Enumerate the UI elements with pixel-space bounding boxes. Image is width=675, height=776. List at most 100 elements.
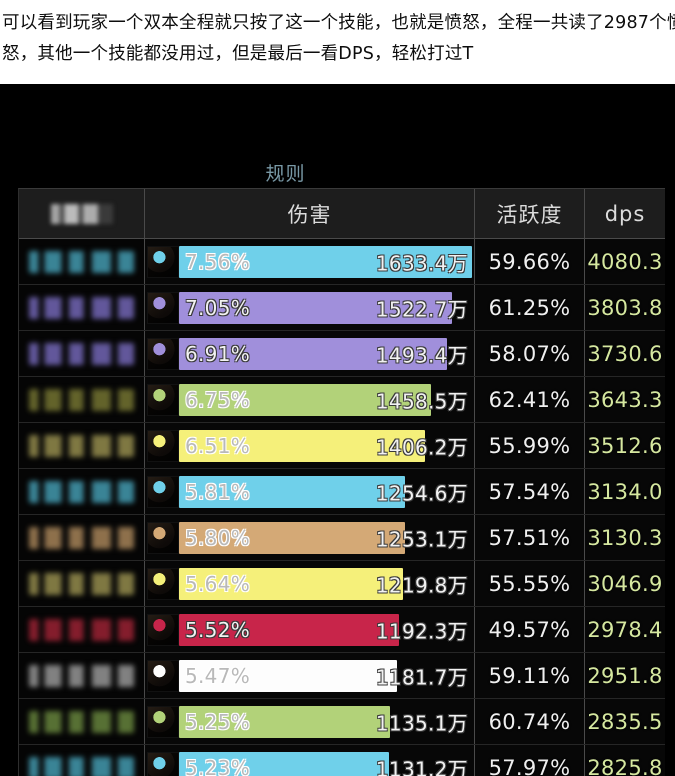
censored-player-name <box>29 250 134 273</box>
cell-damage[interactable]: 5.25% 1135.1万 <box>145 699 475 744</box>
column-header-damage[interactable]: 伤害 <box>145 189 475 238</box>
damage-percent-label: 6.75% <box>185 387 251 412</box>
cell-player-name[interactable] <box>19 469 145 514</box>
column-header-activity[interactable]: 活跃度 <box>475 189 585 238</box>
cell-dps[interactable]: 3134.0 <box>587 479 663 504</box>
damage-bar <box>179 245 472 278</box>
starfire-icon <box>147 475 179 508</box>
cell-damage[interactable]: 7.56% 1633.4万 <box>145 239 475 284</box>
censored-player-name <box>29 710 134 733</box>
damage-bar-wrapper: 5.64% 1219.8万 <box>179 567 472 600</box>
damage-bar-wrapper: 7.56% 1633.4万 <box>179 245 472 278</box>
censored-player-name <box>29 342 134 365</box>
cell-activity[interactable]: 62.41% <box>475 377 585 422</box>
serpent-icon <box>147 705 179 738</box>
cell-damage[interactable]: 6.51% 1406.2万 <box>145 423 475 468</box>
damage-amount-label: 1181.7万 <box>375 665 468 689</box>
cell-player-name[interactable] <box>19 285 145 330</box>
cell-damage[interactable]: 7.05% 1522.7万 <box>145 285 475 330</box>
cell-player-name[interactable] <box>19 331 145 376</box>
article-line-1: 可以看到玩家一个双本全程就只按了这一个技能，也就是愤怒，全程一共读了2987个愤 <box>2 13 675 33</box>
cell-player-name[interactable] <box>19 377 145 422</box>
table-row[interactable]: 5.47% 1181.7万 59.11% 2951.8 <box>19 653 665 699</box>
cell-dps[interactable]: 2978.4 <box>587 617 663 642</box>
table-row[interactable]: 6.75% 1458.5万 62.41% 3643.3 <box>19 377 665 423</box>
column-header-name[interactable] <box>19 189 145 238</box>
cell-activity[interactable]: 59.11% <box>475 653 585 698</box>
censored-player-name <box>29 434 134 457</box>
cell-dps[interactable]: 2951.8 <box>587 663 663 688</box>
table-row[interactable]: 6.91% 1493.4万 58.07% 3730.6 <box>19 331 665 377</box>
cell-activity[interactable]: 57.97% <box>475 745 585 776</box>
shadow-skull-icon <box>147 659 179 692</box>
table-row[interactable]: 5.25% 1135.1万 60.74% 2835.5 <box>19 699 665 745</box>
cell-dps[interactable]: 2835.5 <box>587 709 663 734</box>
cell-activity[interactable]: 55.99% <box>475 423 585 468</box>
censored-player-name <box>29 480 134 503</box>
damage-amount-label: 1135.1万 <box>375 711 468 735</box>
damage-amount-label: 1633.4万 <box>375 251 468 275</box>
cell-activity[interactable]: 61.25% <box>475 285 585 330</box>
beast-icon <box>147 383 179 416</box>
cell-player-name[interactable] <box>19 515 145 560</box>
cell-player-name[interactable] <box>19 745 145 776</box>
cell-dps[interactable]: 3643.3 <box>587 387 663 412</box>
damage-bar-wrapper: 5.23% 1131.2万 <box>179 751 472 776</box>
cell-dps[interactable]: 3803.8 <box>587 295 663 320</box>
cell-damage[interactable]: 5.47% 1181.7万 <box>145 653 475 698</box>
damage-bar <box>179 705 391 738</box>
cell-activity[interactable]: 57.51% <box>475 515 585 560</box>
cell-dps[interactable]: 3512.6 <box>587 433 663 458</box>
damage-bar-wrapper: 6.75% 1458.5万 <box>179 383 472 416</box>
table-row[interactable]: 5.52% 1192.3万 49.57% 2978.4 <box>19 607 665 653</box>
cell-damage[interactable]: 6.75% 1458.5万 <box>145 377 475 422</box>
table-header-row: 伤害 活跃度 dps <box>19 189 665 239</box>
cell-player-name[interactable] <box>19 561 145 606</box>
claw-icon <box>147 429 179 462</box>
column-header-dps[interactable]: dps <box>604 201 646 226</box>
cell-damage[interactable]: 5.64% 1219.8万 <box>145 561 475 606</box>
cell-dps[interactable]: 2825.8 <box>587 755 663 776</box>
table-row[interactable]: 6.51% 1406.2万 55.99% 3512.6 <box>19 423 665 469</box>
cell-activity[interactable]: 49.57% <box>475 607 585 652</box>
censored-player-name <box>29 756 134 776</box>
cell-damage[interactable]: 5.52% 1192.3万 <box>145 607 475 652</box>
cell-activity[interactable]: 55.55% <box>475 561 585 606</box>
table-row[interactable]: 5.64% 1219.8万 55.55% 3046.9 <box>19 561 665 607</box>
cell-dps[interactable]: 3046.9 <box>587 571 663 596</box>
censored-player-name <box>29 296 134 319</box>
cell-damage[interactable]: 5.80% 1253.1万 <box>145 515 475 560</box>
damage-bar <box>179 475 406 508</box>
damage-percent-label: 5.80% <box>185 525 251 550</box>
damage-bar-wrapper: 5.81% 1254.6万 <box>179 475 472 508</box>
cell-activity[interactable]: 59.66% <box>475 239 585 284</box>
cell-player-name[interactable] <box>19 607 145 652</box>
damage-amount-label: 1522.7万 <box>375 297 468 321</box>
damage-percent-label: 6.51% <box>185 433 251 458</box>
table-row[interactable]: 7.05% 1522.7万 61.25% 3803.8 <box>19 285 665 331</box>
cell-activity[interactable]: 60.74% <box>475 699 585 744</box>
cell-player-name[interactable] <box>19 699 145 744</box>
damage-amount-label: 1192.3万 <box>375 619 468 643</box>
cell-damage[interactable]: 5.23% 1131.2万 <box>145 745 475 776</box>
cell-activity[interactable]: 58.07% <box>475 331 585 376</box>
damage-amount-label: 1253.1万 <box>375 527 468 551</box>
cell-dps[interactable]: 3730.6 <box>587 341 663 366</box>
table-row[interactable]: 5.80% 1253.1万 57.51% 3130.3 <box>19 515 665 561</box>
cell-dps[interactable]: 4080.3 <box>587 249 663 274</box>
cell-dps[interactable]: 3130.3 <box>587 525 663 550</box>
claw-icon <box>147 567 179 600</box>
cell-player-name[interactable] <box>19 653 145 698</box>
cell-damage[interactable]: 5.81% 1254.6万 <box>145 469 475 514</box>
cell-player-name[interactable] <box>19 423 145 468</box>
cell-player-name[interactable] <box>19 239 145 284</box>
damage-bar <box>179 567 403 600</box>
table-row[interactable]: 5.23% 1131.2万 57.97% 2825.8 <box>19 745 665 776</box>
starfire-icon <box>147 751 179 776</box>
flame-icon <box>147 521 179 554</box>
table-row[interactable]: 7.56% 1633.4万 59.66% 4080.3 <box>19 239 665 285</box>
table-row[interactable]: 5.81% 1254.6万 57.54% 3134.0 <box>19 469 665 515</box>
damage-percent-label: 5.23% <box>185 755 251 776</box>
cell-activity[interactable]: 57.54% <box>475 469 585 514</box>
cell-damage[interactable]: 6.91% 1493.4万 <box>145 331 475 376</box>
